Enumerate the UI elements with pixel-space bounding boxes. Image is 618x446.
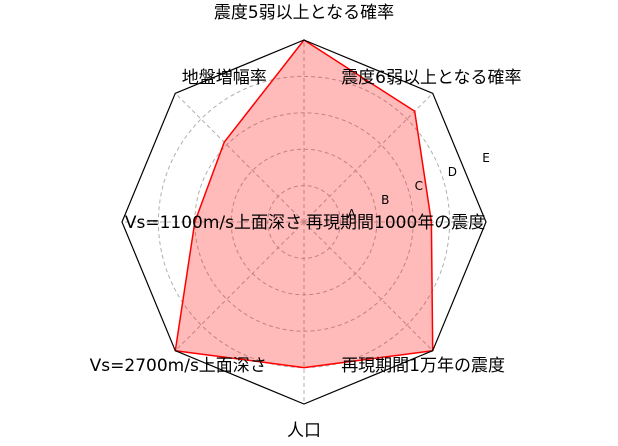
grid-spoke	[174, 221, 305, 352]
frame-layer	[121, 39, 487, 405]
series-area	[174, 39, 434, 369]
tick-label: D	[448, 165, 457, 179]
grid-ring	[194, 112, 414, 332]
axis-label: 再現期間1000年の震度	[306, 213, 485, 233]
axis-labels: 震度5弱以上となる確率震度6弱以上となる確率再現期間1000年の震度再現期間1万…	[90, 3, 522, 441]
axis-label: 人口	[287, 421, 321, 441]
axis-label: 震度5弱以上となる確率	[214, 3, 394, 23]
grid-ring	[157, 75, 451, 369]
tick-labels: A B C D E	[347, 151, 489, 221]
tick-label: E	[482, 151, 490, 165]
tick-label: A	[347, 207, 356, 221]
grid-spoke	[303, 92, 434, 223]
axis-label: Vs=2700m/s上面深さ	[90, 356, 267, 376]
tick-label: B	[381, 193, 389, 207]
axis-label: 地盤増幅率	[182, 68, 267, 88]
grid-spoke	[174, 92, 305, 223]
axis-label: 再現期間1万年の震度	[341, 356, 505, 376]
radar-frame	[121, 39, 487, 405]
axis-label: Vs=1100m/s上面深さ	[125, 213, 302, 233]
tick-label: C	[415, 179, 423, 193]
series-layer	[174, 39, 434, 369]
axis-label: 震度6弱以上となる確率	[341, 68, 521, 88]
grid-layer	[122, 40, 486, 404]
grid-spoke	[303, 221, 434, 352]
